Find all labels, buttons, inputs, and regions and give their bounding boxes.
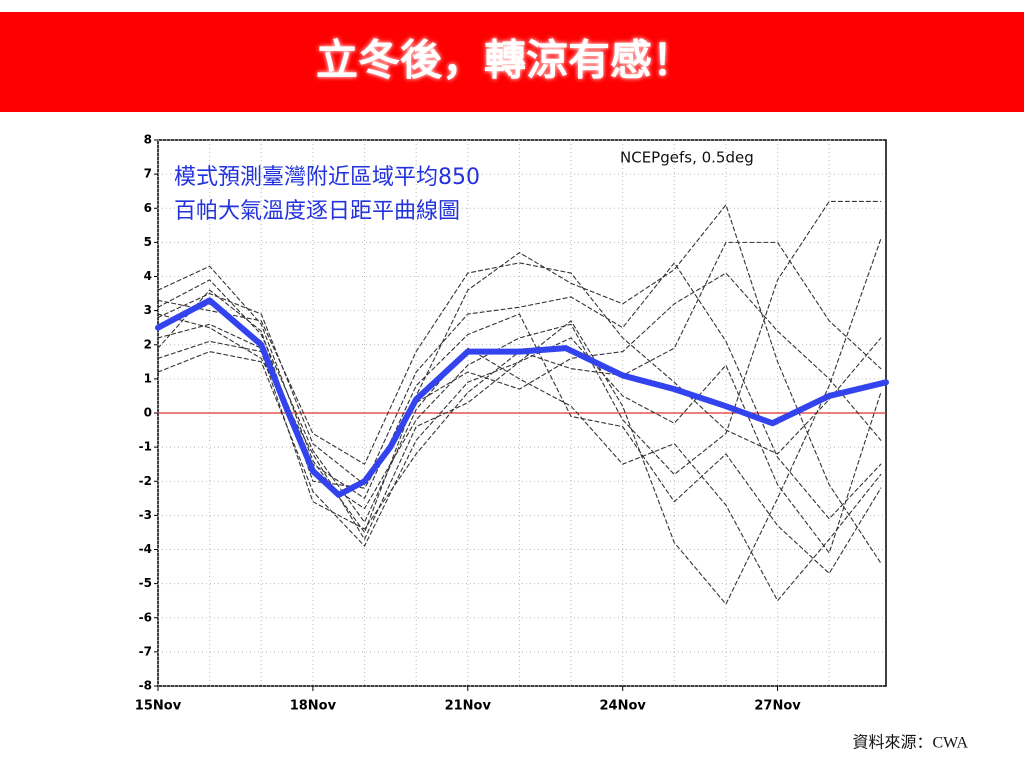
y-tick-label: -2	[139, 474, 152, 488]
x-tick-label: 15Nov	[135, 699, 182, 714]
y-tick-label: -8	[139, 679, 152, 693]
y-tick-label: -7	[139, 644, 152, 658]
x-tick-label: 24Nov	[599, 699, 646, 714]
y-tick-label: 0	[144, 406, 152, 420]
y-tick-label: 4	[144, 269, 152, 283]
x-tick-label: 18Nov	[290, 699, 337, 714]
y-tick-label: 2	[144, 337, 152, 351]
model-label: NCEPgefs, 0.5deg	[620, 149, 754, 167]
y-tick-label: 7	[144, 167, 152, 181]
x-tick-label: 21Nov	[445, 699, 492, 714]
annotation: 百帕大氣溫度逐日距平曲線圖	[174, 199, 460, 224]
y-tick-label: 1	[144, 371, 152, 385]
y-tick-label: 8	[144, 133, 152, 147]
y-tick-label: 6	[144, 201, 152, 215]
source: 資料來源：CWA	[852, 734, 968, 752]
y-tick-label: -6	[139, 610, 152, 624]
annotation: 模式預測臺灣附近區域平均850	[174, 165, 480, 190]
member-line	[157, 279, 882, 602]
x-tick-label: 27Nov	[754, 699, 801, 714]
y-tick-label: -1	[139, 440, 152, 454]
y-tick-label: -3	[139, 508, 152, 522]
title-banner	[0, 12, 1024, 112]
y-tick-label: 5	[144, 235, 152, 249]
plot: -8 -7 -6 -5 -4 -3 -2 -1 0 1 2 3 4 5 6 7 8 15Nov 18Nov 21Nov…	[135, 133, 889, 714]
y-tick-label: 3	[144, 303, 152, 317]
member-line	[157, 204, 882, 564]
y-tick-label: -5	[139, 576, 152, 590]
y-tick-label: -4	[139, 542, 152, 556]
slide-title: 立冬後，轉涼有感！	[316, 36, 694, 85]
mean-line	[155, 297, 889, 498]
